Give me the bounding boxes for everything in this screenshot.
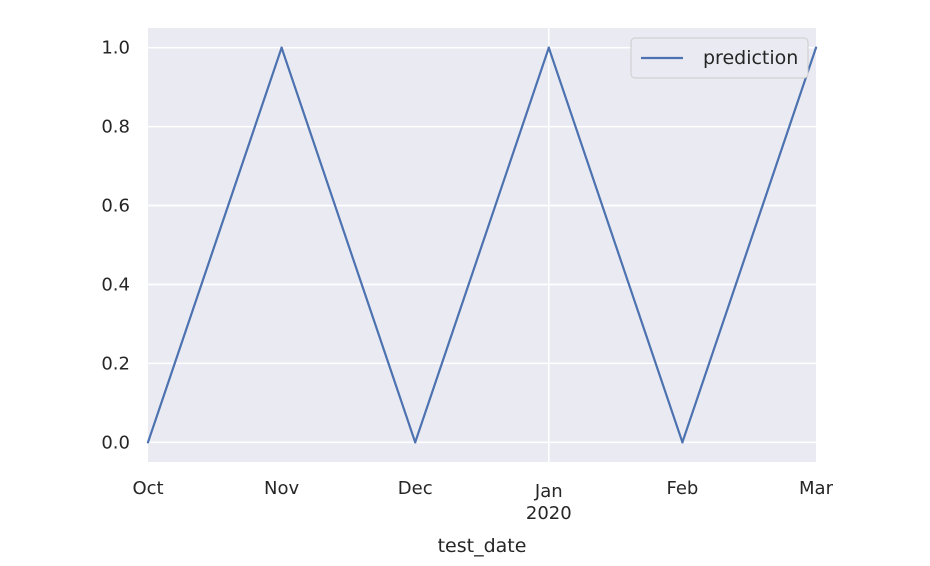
y-tick-labels: 0.0 0.2 0.4 0.6 0.8 1.0 <box>101 38 130 454</box>
data-point <box>280 46 283 49</box>
x-tick-label: Oct <box>132 478 163 499</box>
y-tick-label: 0.2 <box>101 353 130 374</box>
legend-frame <box>630 37 809 79</box>
data-point <box>681 441 684 444</box>
y-tick-label: 0.0 <box>101 432 130 453</box>
data-point <box>414 441 417 444</box>
y-tick-label: 0.6 <box>101 196 130 217</box>
legend-label-prediction: prediction <box>703 47 798 69</box>
y-tick-label: 1.0 <box>101 38 130 59</box>
x-tick-label: Feb <box>666 478 698 499</box>
data-point <box>146 441 150 444</box>
x-tick-label: Dec <box>398 478 433 499</box>
y-tick-label: 0.4 <box>101 274 130 295</box>
x-tick-labels: Oct Nov Dec Jan 2020 Feb Mar <box>132 478 833 524</box>
y-tick-label: 0.8 <box>101 117 130 138</box>
x-tick-label: Jan 2020 <box>526 481 572 524</box>
data-point <box>547 46 550 49</box>
legend: prediction <box>630 37 809 79</box>
x-tick-label: Nov <box>264 478 299 499</box>
x-axis-title: test_date <box>438 535 527 557</box>
data-point <box>814 46 818 49</box>
series-points <box>146 46 818 444</box>
x-tick-label: Mar <box>799 478 834 499</box>
series-line-prediction <box>146 46 818 444</box>
